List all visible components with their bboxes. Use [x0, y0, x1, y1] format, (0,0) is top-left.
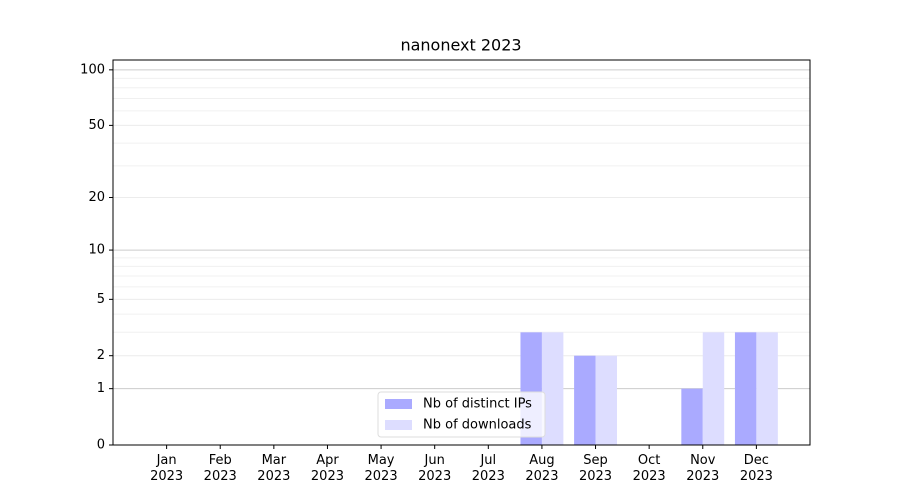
bar — [702, 332, 725, 445]
x-tick-label: Dec 2023 — [739, 453, 773, 484]
x-tick-label: Mar 2023 — [257, 453, 291, 484]
y-tick-label: 2 — [97, 348, 105, 363]
x-tick-label: Jan 2023 — [150, 453, 184, 484]
x-tick-label: May 2023 — [364, 453, 398, 484]
bar — [574, 355, 596, 445]
y-tick-label: 10 — [88, 243, 105, 258]
legend-label: Nb of downloads — [423, 418, 532, 433]
x-tick-label: Feb 2023 — [203, 453, 237, 484]
x-tick-label: Oct 2023 — [632, 453, 666, 484]
chart-title: nanonext 2023 — [400, 36, 521, 55]
bar — [756, 332, 778, 445]
legend-label: Nb of distinct IPs — [423, 397, 532, 412]
x-tick-label: Sep 2023 — [578, 453, 613, 484]
y-tick-label: 20 — [88, 190, 105, 205]
y-tick-label: 0 — [97, 438, 105, 453]
bar — [734, 332, 757, 445]
legend-swatch — [385, 399, 412, 409]
x-tick-label: Jun 2023 — [418, 453, 452, 484]
bar — [595, 355, 617, 445]
legend-box — [377, 391, 546, 438]
x-tick-label: Nov 2023 — [686, 453, 720, 484]
bar — [681, 388, 703, 445]
x-tick-label: Apr 2023 — [310, 453, 344, 484]
legend-swatch — [385, 420, 412, 430]
bar — [541, 332, 564, 445]
y-tick-label: 100 — [80, 62, 105, 77]
y-tick-label: 5 — [97, 292, 105, 307]
y-tick-label: 50 — [88, 118, 105, 133]
x-tick-label: Aug 2023 — [525, 453, 559, 484]
plot-frame — [112, 59, 811, 446]
x-tick-label: Jul 2023 — [471, 453, 505, 484]
legend: Nb of distinct IPs Nb of downloads — [377, 391, 546, 438]
y-tick-label: 1 — [97, 381, 105, 396]
